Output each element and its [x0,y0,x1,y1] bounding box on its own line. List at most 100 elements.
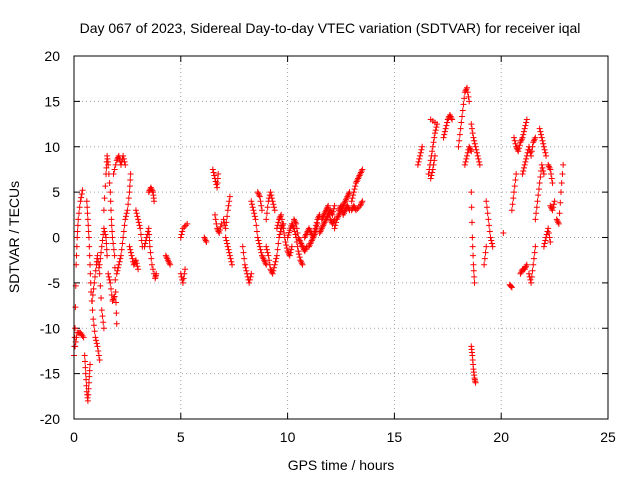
data-point [414,161,421,168]
data-point [122,216,129,223]
data-point [466,98,473,105]
data-point [179,225,186,232]
data-point [92,334,99,341]
plot-frame [73,55,609,420]
data-point [112,276,119,283]
data-point [463,155,470,162]
data-point [77,198,84,205]
data-point [518,137,525,144]
data-point [288,246,295,253]
data-point [486,228,493,235]
data-point [483,198,490,205]
data-point [528,273,535,280]
data-point [511,137,518,144]
data-point [278,216,285,223]
data-point [85,222,92,229]
data-point [522,158,529,165]
data-point [249,204,256,211]
data-point [475,155,482,162]
data-point [83,376,90,383]
y-tick-labels: -20 -15 -10 -5 0 5 10 15 20 [40,48,60,427]
data-point [180,275,187,282]
data-point [528,148,535,155]
data-point [74,222,81,229]
data-point [239,243,246,250]
data-point [90,322,97,329]
data-point [126,189,133,196]
data-point [489,243,496,250]
data-point [264,249,271,256]
data-point [549,207,556,214]
data-point [113,310,120,317]
x-tick-label: 10 [280,429,296,445]
data-point [107,198,114,205]
data-point [471,279,478,286]
data-point [470,252,477,259]
data-point [545,163,552,170]
data-point [256,240,263,247]
data-point [223,219,230,226]
data-point [427,116,434,123]
data-point [167,261,174,268]
data-point [540,143,547,150]
data-point [418,146,425,153]
data-point [82,370,89,377]
data-point [540,167,547,174]
data-point [227,255,234,262]
data-point [268,195,275,202]
data-point [181,270,188,277]
data-point [442,125,449,132]
data-point [216,229,223,236]
data-point [470,134,477,141]
data-point [542,237,549,244]
data-point [211,172,218,179]
data-point [542,149,549,156]
data-point [105,161,112,168]
data-point [513,170,520,177]
data-point [277,213,284,220]
data-point [350,189,357,196]
data-point [220,216,227,223]
data-point [433,124,440,131]
data-point [269,198,276,205]
data-point [459,113,466,120]
data-point [256,243,263,250]
data-point [441,128,448,135]
data-point [530,261,537,268]
data-point [129,255,136,262]
data-point [109,234,116,241]
data-point [468,189,475,196]
data-point [184,220,191,227]
data-point [311,228,318,235]
x-axis-label: GPS time / hours [288,457,395,473]
data-point [330,205,337,212]
data-point [511,183,518,190]
data-point [274,246,281,253]
data-point [141,243,148,250]
data-point [210,169,217,176]
data-point [483,243,490,250]
data-point [538,131,545,138]
data-point [516,142,523,149]
data-point [429,143,436,150]
data-point [275,219,282,226]
data-point [529,267,536,274]
data-point [470,261,477,268]
data-point [430,139,437,146]
data-point [265,252,272,259]
data-point [87,270,94,277]
data-point [537,128,544,135]
data-point [468,204,475,211]
data-point [555,220,562,227]
data-point [273,252,280,259]
data-point [500,229,507,236]
data-point [429,148,436,155]
data-point [531,136,538,143]
data-point [464,89,471,96]
data-point [295,248,302,255]
data-point [120,155,127,162]
data-point [473,149,480,156]
data-point [527,276,534,283]
data-point [330,208,337,215]
data-point [101,228,108,235]
